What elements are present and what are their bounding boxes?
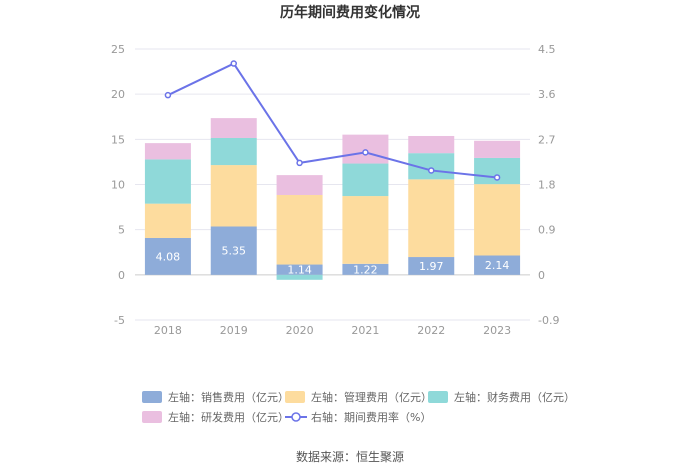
bar-value-label: 2.14 (485, 259, 510, 272)
right-tick-label: 1.8 (538, 179, 556, 192)
right-tick-label: 3.6 (538, 88, 556, 101)
bar-value-label: 1.97 (419, 260, 444, 273)
legend-label: 左轴：财务费用（亿元） (454, 390, 575, 404)
bar-segment[interactable] (144, 159, 191, 204)
bar-segment[interactable] (276, 274, 323, 280)
bar-segment[interactable] (144, 143, 191, 160)
left-tick-label: 15 (111, 133, 125, 146)
right-axis-ticks: -0.9 0 0.9 1.8 2.7 3.6 4.5 (538, 43, 559, 327)
chart-title: 历年期间费用变化情况 (280, 4, 420, 21)
x-tick-label: 2019 (220, 324, 248, 337)
bar-labels: 4.08 5.35 1.14 1.22 1.97 2.14 (156, 245, 510, 277)
x-tick-label: 2023 (483, 324, 511, 337)
x-tick-label: 2018 (154, 324, 182, 337)
left-tick-label: 20 (111, 88, 125, 101)
bar-segment[interactable] (342, 263, 389, 275)
data-source: 数据来源：恒生聚源 (296, 449, 404, 464)
bar-segment[interactable] (276, 194, 323, 265)
right-tick-label: 0.9 (538, 224, 556, 237)
x-tick-label: 2022 (417, 324, 445, 337)
left-tick-label: -5 (114, 314, 125, 327)
rate-point[interactable] (296, 159, 303, 167)
left-tick-label: 5 (118, 224, 125, 237)
bar-segment[interactable] (210, 137, 257, 166)
legend-marker-icon (291, 412, 301, 422)
legend-item[interactable]: 左轴：研发费用（亿元） (142, 410, 289, 424)
legend-item[interactable]: 右轴：期间费用率（%） (285, 410, 431, 424)
right-tick-label: 4.5 (538, 43, 556, 56)
bar-segment[interactable] (276, 264, 323, 275)
legend-item[interactable]: 左轴：销售费用（亿元） (142, 390, 289, 404)
bar-segment[interactable] (474, 140, 521, 158)
bar-segment[interactable] (342, 134, 389, 164)
legend[interactable]: 左轴：销售费用（亿元） 左轴：管理费用（亿元） 左轴：财务费用（亿元） 左轴：研发费用… (142, 390, 575, 424)
bar-value-label: 4.08 (156, 250, 181, 263)
x-tick-label: 2020 (286, 324, 314, 337)
rate-line (164, 60, 501, 181)
legend-label: 左轴：管理费用（亿元） (311, 390, 432, 404)
bar-segment[interactable] (474, 184, 521, 256)
left-tick-label: 10 (111, 179, 125, 192)
bar-value-label: 5.35 (222, 245, 247, 258)
legend-swatch (285, 391, 305, 403)
bar-value-label: 1.14 (287, 264, 312, 277)
bar-segment[interactable] (342, 163, 389, 197)
legend-label: 右轴：期间费用率（%） (311, 410, 431, 424)
left-tick-label: 0 (118, 269, 125, 282)
right-tick-label: 0 (538, 269, 545, 282)
legend-label: 左轴：销售费用（亿元） (168, 390, 289, 404)
bar-segment[interactable] (210, 165, 257, 227)
rate-point[interactable] (164, 91, 172, 99)
right-tick-label: -0.9 (538, 314, 559, 327)
rate-line-path (167, 62, 498, 179)
legend-swatch (142, 391, 162, 403)
legend-item[interactable]: 左轴：管理费用（亿元） (285, 390, 432, 404)
rate-point[interactable] (362, 149, 369, 156)
bars (144, 118, 521, 280)
bar-segment[interactable] (276, 175, 323, 195)
x-tick-label: 2021 (351, 324, 379, 337)
grid (135, 48, 530, 321)
bar-segment[interactable] (474, 255, 521, 275)
bar-segment[interactable] (408, 179, 455, 258)
bar-segment[interactable] (342, 196, 389, 264)
rate-point[interactable] (428, 167, 435, 174)
legend-label: 左轴：研发费用（亿元） (168, 410, 289, 424)
left-axis-ticks: -5 0 5 10 15 20 25 (111, 43, 125, 327)
bar-segment[interactable] (210, 226, 257, 275)
bar-segment[interactable] (144, 203, 191, 238)
bar-segment[interactable] (144, 237, 191, 275)
bar-segment[interactable] (408, 257, 455, 275)
rate-point[interactable] (230, 60, 237, 67)
legend-swatch (142, 411, 162, 423)
rate-point[interactable] (493, 174, 501, 181)
right-tick-label: 2.7 (538, 133, 556, 146)
left-tick-label: 25 (111, 43, 125, 56)
legend-item[interactable]: 左轴：财务费用（亿元） (428, 390, 575, 404)
bar-value-label: 1.22 (353, 263, 378, 276)
bar-segment[interactable] (210, 118, 257, 138)
legend-swatch (428, 391, 448, 403)
x-axis-ticks: 2018 2019 2020 2021 2022 2023 (154, 324, 511, 337)
bar-segment[interactable] (408, 135, 455, 154)
